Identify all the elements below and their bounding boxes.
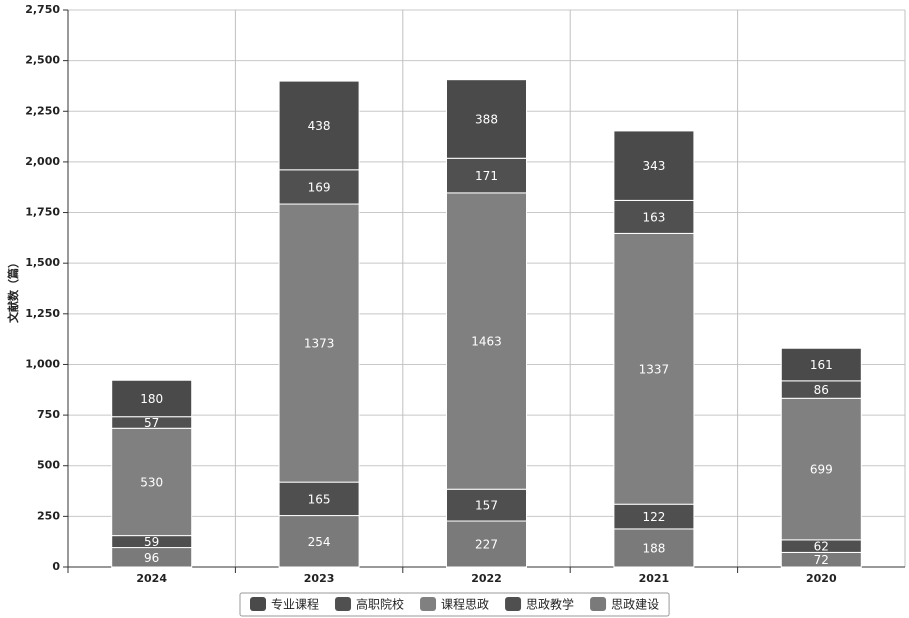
data-label: 169 (308, 180, 331, 194)
data-label: 530 (140, 475, 163, 489)
legend-item[interactable]: 思政建设 (590, 597, 659, 612)
data-label: 254 (308, 535, 331, 549)
y-tick-label: 1,500 (25, 256, 60, 269)
y-axis-label: 文献数（篇） (6, 257, 20, 323)
legend-swatch (420, 597, 437, 611)
bar-segment (446, 488, 527, 522)
data-label: 86 (814, 383, 829, 397)
data-label: 180 (140, 392, 163, 406)
legend-swatch (590, 597, 607, 611)
y-tick-label: 750 (37, 408, 60, 421)
y-tick-label: 250 (37, 509, 60, 522)
legend-label[interactable]: 专业课程 (271, 597, 319, 612)
data-label: 122 (642, 510, 665, 524)
x-tick-label: 2020 (806, 572, 837, 585)
bar-segment (780, 347, 862, 382)
legend-item[interactable]: 思政教学 (505, 597, 574, 612)
x-tick-label: 2022 (471, 572, 502, 585)
bar-segment (111, 379, 193, 418)
x-tick-label: 2024 (136, 572, 167, 585)
bar-segment (613, 130, 695, 201)
legend-swatch (505, 597, 522, 611)
bar-segment (278, 80, 360, 171)
data-label: 171 (475, 169, 498, 183)
y-tick-label: 2,500 (25, 54, 60, 67)
legend-label[interactable]: 思政教学 (526, 597, 574, 612)
data-label: 388 (475, 112, 498, 126)
bar-segment (278, 515, 360, 568)
data-label: 227 (475, 538, 498, 552)
data-label: 161 (810, 358, 833, 372)
y-tick-label: 1,250 (25, 307, 60, 320)
data-label: 1463 (471, 335, 502, 349)
bar-segment (780, 397, 862, 541)
y-tick-label: 1,750 (25, 206, 60, 219)
y-tick-label: 500 (37, 459, 60, 472)
data-label: 438 (308, 119, 331, 133)
legend-label[interactable]: 课程思政 (441, 597, 489, 612)
data-label: 343 (642, 159, 665, 173)
data-label: 1373 (304, 337, 335, 351)
bar-segment (613, 232, 695, 505)
bar-segment (613, 199, 695, 234)
data-label: 699 (810, 463, 833, 477)
bar-segment (446, 192, 527, 490)
data-label: 96 (144, 551, 159, 565)
data-label: 163 (642, 210, 665, 224)
y-tick-label: 1,000 (25, 357, 60, 370)
y-tick-label: 0 (52, 560, 60, 573)
y-tick-label: 2,250 (25, 104, 60, 117)
data-label: 72 (814, 553, 829, 567)
x-tick-label: 2023 (304, 572, 335, 585)
legend-swatch (250, 597, 266, 611)
bar-segment (446, 79, 527, 159)
legend-item[interactable]: 课程思政 (420, 597, 489, 612)
legend: 专业课程 高职院校 课程思政 思政教学 思政建设 (239, 592, 670, 617)
legend-label[interactable]: 思政建设 (611, 598, 659, 612)
bar-segment (278, 203, 360, 483)
bar-segment (613, 528, 695, 568)
y-tick-label: 2,750 (25, 3, 60, 16)
x-tick-label: 2021 (639, 572, 670, 585)
legend-label[interactable]: 高职院校 (356, 597, 404, 612)
data-label: 59 (144, 535, 159, 549)
legend-item[interactable]: 高职院校 (335, 597, 404, 612)
data-label: 188 (642, 541, 665, 555)
data-label: 157 (475, 499, 498, 513)
y-tick-label: 2,000 (25, 155, 60, 168)
data-label: 165 (308, 492, 331, 506)
legend-swatch (335, 597, 352, 611)
legend-item[interactable]: 专业课程 (250, 597, 319, 612)
data-label: 62 (814, 540, 829, 554)
data-label: 57 (144, 416, 159, 430)
data-label: 1337 (639, 362, 670, 376)
bar-segment (111, 427, 193, 537)
